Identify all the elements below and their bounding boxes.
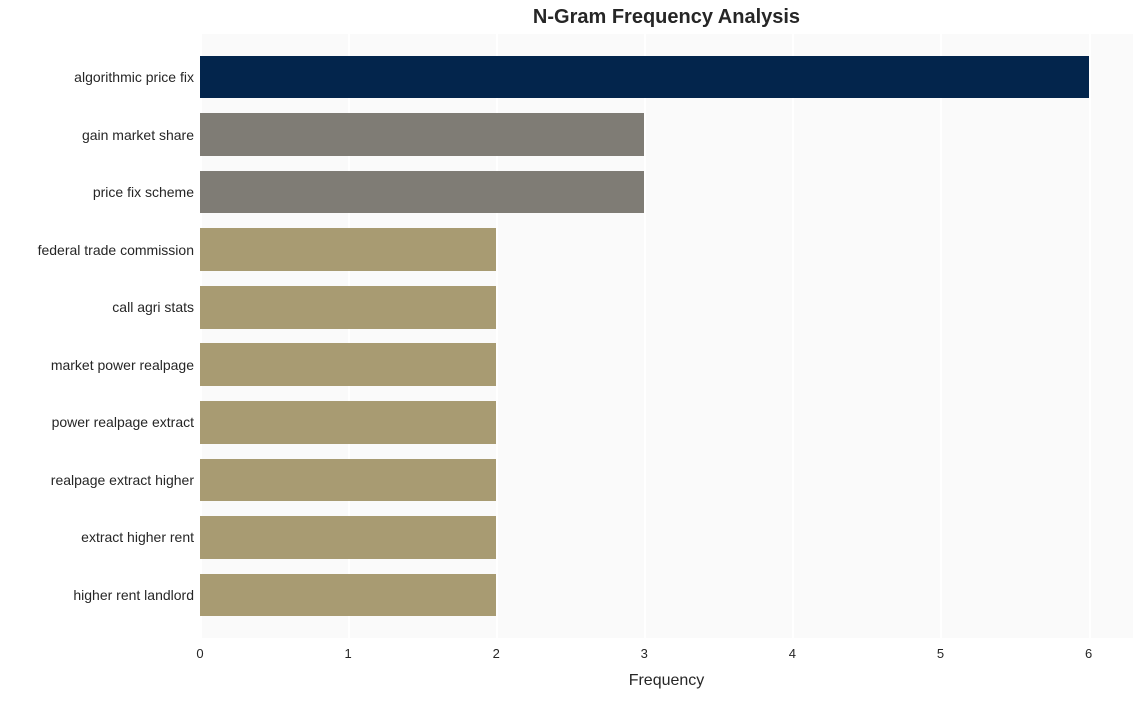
y-tick-label: call agri stats [112,299,194,315]
x-axis-title: Frequency [200,672,1133,690]
y-tick-label: higher rent landlord [73,587,194,603]
bar [200,228,496,271]
bar-row [200,113,1133,156]
y-tick-label: algorithmic price fix [74,69,194,85]
bar-row [200,56,1133,99]
x-tick-label: 1 [344,646,351,661]
bar-row [200,343,1133,386]
bar [200,516,496,559]
chart-title: N-Gram Frequency Analysis [200,6,1133,29]
x-tick-label: 4 [789,646,796,661]
bar-row [200,171,1133,214]
y-tick-label: price fix scheme [93,184,194,200]
bar [200,113,644,156]
ngram-frequency-chart: N-Gram Frequency Analysis Frequency 0 1 2 3… [0,0,1141,701]
bar [200,171,644,214]
x-tick-label: 6 [1085,646,1092,661]
x-tick-label: 3 [641,646,648,661]
bar [200,343,496,386]
bar [200,286,496,329]
y-tick-label: federal trade commission [38,242,194,258]
bar-row [200,516,1133,559]
x-tick-label: 0 [196,646,203,661]
x-tick-label: 5 [937,646,944,661]
bar-row [200,459,1133,502]
plot-area [200,34,1133,638]
y-tick-label: gain market share [82,127,194,143]
bar-row [200,228,1133,271]
y-tick-label: power realpage extract [52,414,194,430]
y-tick-label: market power realpage [51,357,194,373]
y-tick-label: realpage extract higher [51,472,194,488]
bar [200,56,1089,99]
y-tick-label: extract higher rent [81,529,194,545]
x-tick-label: 2 [493,646,500,661]
bar-row [200,401,1133,444]
bar [200,401,496,444]
bar [200,574,496,617]
bar-row [200,286,1133,329]
bar-row [200,574,1133,617]
bar [200,459,496,502]
